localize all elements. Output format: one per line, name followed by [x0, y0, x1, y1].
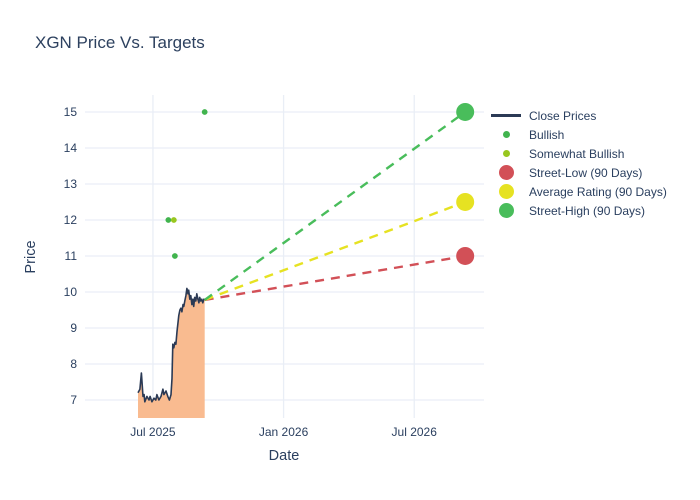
y-tick-label: 8	[70, 357, 77, 371]
legend-label: Average Rating (90 Days)	[529, 184, 667, 199]
legend-label: Street-Low (90 Days)	[529, 165, 643, 180]
swatch-shape	[502, 131, 510, 138]
x-axis-title: Date	[268, 448, 300, 464]
street-high-90-days--line	[203, 111, 466, 301]
x-tick-label: Jul 2026	[392, 425, 438, 439]
swatch-shape	[498, 203, 514, 218]
bullish-marker	[165, 217, 172, 223]
y-tick-label: 10	[64, 285, 78, 299]
y-tick-label: 13	[64, 177, 78, 191]
street-high-90-days--marker	[456, 102, 475, 121]
legend-dot-swatch-icon	[486, 150, 526, 157]
average-rating-90-days--line	[204, 200, 466, 302]
legend-item-street-high-90-days-[interactable]: Street-High (90 Days)	[486, 201, 667, 220]
legend-item-bullish[interactable]: Bullish	[486, 125, 667, 144]
swatch-shape	[498, 184, 514, 199]
swatch-shape	[498, 165, 514, 180]
average-rating-90-days--marker	[456, 192, 475, 211]
chart-title: XGN Price Vs. Targets	[35, 33, 205, 52]
y-axis-title: Price	[23, 240, 39, 274]
close-price-line	[137, 287, 206, 403]
legend-dot-swatch-icon	[486, 131, 526, 138]
close-price-fill	[138, 288, 205, 418]
bullish-marker	[201, 109, 208, 115]
legend-label: Street-High (90 Days)	[529, 203, 646, 218]
y-tick-label: 12	[64, 213, 78, 227]
legend-dot-swatch-icon	[486, 203, 526, 218]
legend-dot-swatch-icon	[486, 165, 526, 180]
street-low-90-days--marker	[456, 246, 475, 265]
y-tick-label: 7	[70, 393, 77, 407]
legend-dot-swatch-icon	[486, 184, 526, 199]
legend-item-somewhat-bullish[interactable]: Somewhat Bullish	[486, 144, 667, 163]
legend-item-street-low-90-days-[interactable]: Street-Low (90 Days)	[486, 163, 667, 182]
somewhat-bullish-marker	[170, 217, 177, 223]
street-low-90-days--line	[204, 254, 466, 302]
bullish-marker	[171, 253, 178, 259]
x-tick-label: Jan 2026	[259, 425, 309, 439]
legend-line-swatch-icon	[486, 114, 526, 117]
legend-label: Close Prices	[529, 108, 597, 123]
y-tick-label: 11	[65, 249, 78, 263]
legend-label: Bullish	[529, 127, 565, 142]
swatch-shape	[502, 150, 510, 157]
y-tick-label: 14	[64, 141, 78, 155]
legend-item-average-rating-90-days-[interactable]: Average Rating (90 Days)	[486, 182, 667, 201]
swatch-shape	[491, 114, 521, 117]
legend: Close Prices Bullish Somewhat Bullish Stree…	[486, 106, 667, 220]
y-tick-label: 15	[64, 105, 78, 119]
legend-label: Somewhat Bullish	[529, 146, 625, 161]
y-tick-label: 9	[70, 321, 77, 335]
legend-item-close-prices[interactable]: Close Prices	[486, 106, 667, 125]
x-tick-label: Jul 2025	[130, 425, 176, 439]
